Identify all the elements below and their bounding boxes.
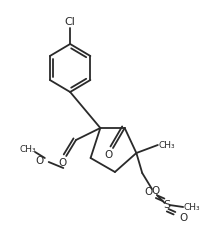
Text: S: S [162,200,169,210]
Text: O: O [143,187,151,197]
Text: CH₃: CH₃ [20,145,36,154]
Text: O: O [58,158,66,168]
Text: O: O [151,186,159,196]
Text: O: O [178,213,186,223]
Text: O: O [36,156,44,166]
Text: CH₃: CH₃ [183,203,199,212]
Text: Cl: Cl [64,17,75,27]
Text: O: O [103,150,112,160]
Text: CH₃: CH₃ [157,141,174,149]
